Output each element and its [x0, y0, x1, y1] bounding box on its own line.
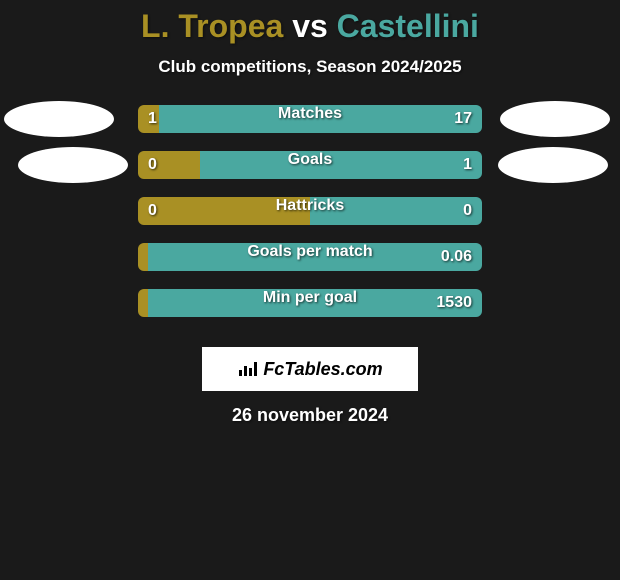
stat-left-value: 0: [148, 156, 157, 174]
stat-bar-left: [138, 289, 148, 317]
player2-badge: [498, 147, 608, 183]
comparison-card: L. Tropea vs Castellini Club competition…: [0, 0, 620, 580]
logo-label: FcTables.com: [263, 359, 382, 380]
stat-left-value: 0: [148, 202, 157, 220]
stat-bar: 0.06Goals per match: [138, 243, 482, 271]
player1-badge: [4, 101, 114, 137]
stat-bar: 117Matches: [138, 105, 482, 133]
player2-name: Castellini: [337, 8, 479, 44]
stats-list: 117Matches01Goals00Hattricks0.06Goals pe…: [0, 105, 620, 317]
stat-bar-left: 0: [138, 197, 310, 225]
stat-right-value: 0.06: [441, 248, 472, 266]
stat-right-value: 1530: [436, 294, 472, 312]
title-vs: vs: [283, 8, 336, 44]
stat-left-value: 1: [148, 110, 157, 128]
stat-bar-left: [138, 243, 148, 271]
date-text: 26 november 2024: [0, 405, 620, 426]
stat-bar-left: 0: [138, 151, 200, 179]
page-title: L. Tropea vs Castellini: [0, 8, 620, 45]
stat-right-value: 17: [454, 110, 472, 128]
stat-row: 01Goals: [0, 151, 620, 179]
stat-row: 117Matches: [0, 105, 620, 133]
bar-chart-icon: [237, 360, 259, 378]
logo-text: FcTables.com: [237, 359, 382, 380]
stat-bar-right: 0: [310, 197, 482, 225]
stat-bar: 00Hattricks: [138, 197, 482, 225]
stat-row: 0.06Goals per match: [0, 243, 620, 271]
stat-row: 1530Min per goal: [0, 289, 620, 317]
player1-name: L. Tropea: [141, 8, 283, 44]
player2-badge: [500, 101, 610, 137]
stat-right-value: 0: [463, 202, 472, 220]
stat-right-value: 1: [463, 156, 472, 174]
stat-bar-right: 1530: [148, 289, 482, 317]
stat-bar-right: 1: [200, 151, 482, 179]
stat-bar: 1530Min per goal: [138, 289, 482, 317]
stat-bar: 01Goals: [138, 151, 482, 179]
stat-bar-left: 1: [138, 105, 159, 133]
stat-bar-right: 17: [159, 105, 482, 133]
stat-row: 00Hattricks: [0, 197, 620, 225]
subtitle: Club competitions, Season 2024/2025: [0, 57, 620, 77]
player1-badge: [18, 147, 128, 183]
stat-bar-right: 0.06: [148, 243, 482, 271]
source-logo[interactable]: FcTables.com: [202, 347, 418, 391]
